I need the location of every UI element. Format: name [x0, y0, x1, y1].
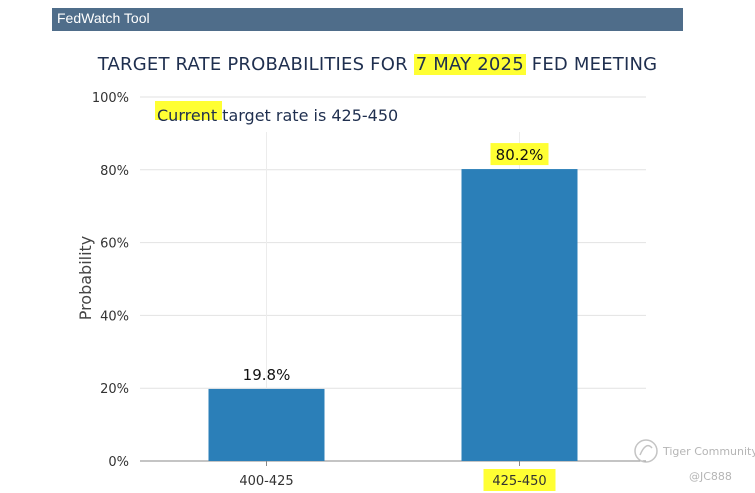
bar-400-425 — [208, 388, 325, 461]
value-label: 80.2% — [496, 146, 544, 164]
watermark-handle: @JC888 — [689, 470, 732, 483]
y-tick-label: 100% — [92, 91, 129, 106]
watermark-brand: Tiger Community — [662, 445, 755, 458]
y-tick-label: 60% — [100, 237, 129, 252]
watermark: Tiger Community @JC888 — [634, 439, 755, 483]
tiger-logo-icon — [634, 439, 658, 463]
bar-425-450 — [461, 169, 578, 461]
y-axis-title: Probability — [76, 236, 95, 321]
annotation-highlight — [155, 101, 222, 120]
y-tick-label: 0% — [108, 455, 129, 470]
header-bar: FedWatch Tool — [52, 8, 683, 31]
value-label: 19.8% — [243, 366, 291, 384]
annotation-highlight-text: Current — [157, 106, 217, 125]
category-label-highlight — [483, 469, 556, 491]
chart-title-highlight: 7 MAY 2025 — [413, 54, 526, 75]
header-title: FedWatch Tool — [57, 10, 150, 26]
bars: 19.8% 80.2% — [208, 143, 578, 461]
annotation-rest-text: target rate is 425-450 — [217, 106, 398, 125]
tiger-logo-stroke — [639, 444, 653, 456]
chart-title: TARGET RATE PROBABILITIES FOR 7 MAY 2025… — [0, 54, 755, 75]
value-label-highlight — [490, 143, 549, 166]
x-tick-label: 425-450 — [492, 474, 546, 489]
x-tick-label: 400-425 — [239, 474, 293, 489]
current-rate-annotation: Current target rate is 425-450 — [157, 106, 398, 125]
chart-title-prefix: TARGET RATE PROBABILITIES FOR — [97, 54, 414, 75]
y-tick-label: 80% — [100, 164, 129, 179]
y-tick-label: 20% — [100, 382, 129, 397]
y-tick-label: 40% — [100, 309, 129, 324]
chart-title-suffix: FED MEETING — [525, 54, 658, 75]
y-axis-ticks: 0% 20% 40% 60% 80% 100% 400-425 425-450 — [92, 91, 556, 491]
